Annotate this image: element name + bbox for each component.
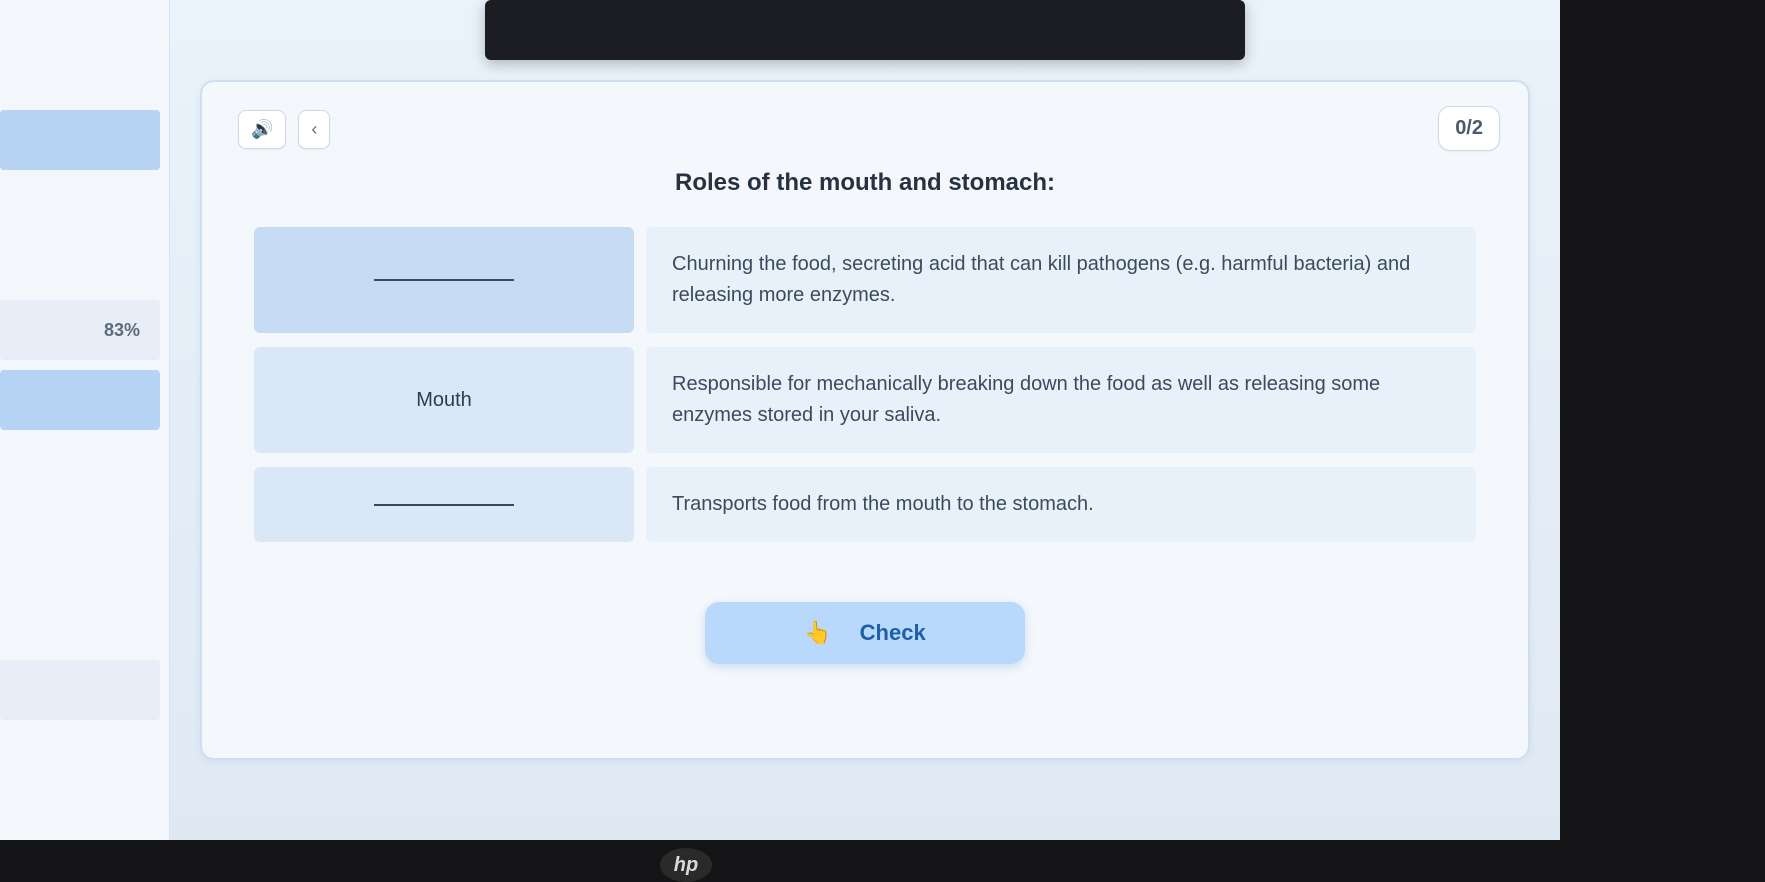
hp-logo-text: hp [674,854,698,877]
device-bezel-right [1560,0,1765,882]
sidebar-progress-tile[interactable]: 83% [0,300,160,360]
answer-slot[interactable] [254,227,634,333]
pointer-icon: 👆 [804,620,831,646]
description-cell: Transports food from the mouth to the st… [646,467,1476,542]
question-card: 🔊 ‹ 0/2 Roles of the mouth and stomach: [200,80,1530,760]
sidebar-progress-label: 83% [104,320,140,341]
sidebar-tile-highlight[interactable] [0,370,160,430]
check-button[interactable]: 👆 Check [705,602,1025,664]
question-title: Roles of the mouth and stomach: [238,169,1492,197]
check-button-wrap: 👆 Check [238,602,1492,664]
blank-line [374,504,514,506]
description-text: Responsible for mechanically breaking do… [672,369,1450,431]
score-text: 0/2 [1455,117,1483,139]
left-sidebar: 83% [0,0,170,840]
match-row: Mouth Responsible for mechanically break… [254,347,1476,453]
description-text: Transports food from the mouth to the st… [672,489,1094,520]
match-row: Transports food from the mouth to the st… [254,467,1476,542]
description-cell: Responsible for mechanically breaking do… [646,347,1476,453]
match-row: Churning the food, secreting acid that c… [254,227,1476,333]
device-bezel-bottom [0,840,1765,882]
sidebar-tile-lower[interactable] [0,660,160,720]
blank-line [374,279,514,281]
match-rows: Churning the food, secreting acid that c… [254,227,1476,542]
speaker-icon: 🔊 [251,119,273,140]
score-badge: 0/2 [1438,106,1500,151]
check-button-label: Check [860,620,926,646]
media-thumbnail[interactable] [485,0,1245,60]
hp-logo: hp [660,848,712,882]
answer-slot[interactable]: Mouth [254,347,634,453]
answer-slot[interactable] [254,467,634,542]
main-area: 🔊 ‹ 0/2 Roles of the mouth and stomach: [170,0,1560,840]
sidebar-tile-active[interactable] [0,110,160,170]
description-text: Churning the food, secreting acid that c… [672,249,1450,311]
back-button[interactable]: ‹ [298,110,330,149]
chevron-left-icon: ‹ [311,119,317,140]
answer-text: Mouth [416,389,472,412]
card-toolbar: 🔊 ‹ [238,110,1492,149]
description-cell: Churning the food, secreting acid that c… [646,227,1476,333]
audio-button[interactable]: 🔊 [238,110,286,149]
app-viewport: 83% 🔊 ‹ 0/2 Roles of the mouth and stoma… [0,0,1560,840]
